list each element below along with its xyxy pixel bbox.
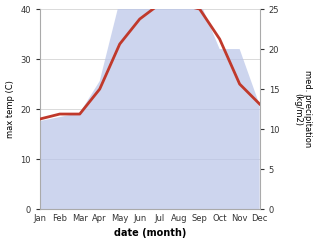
Y-axis label: max temp (C): max temp (C) <box>5 80 15 138</box>
Y-axis label: med. precipitation
(kg/m2): med. precipitation (kg/m2) <box>293 71 313 148</box>
X-axis label: date (month): date (month) <box>114 228 186 238</box>
